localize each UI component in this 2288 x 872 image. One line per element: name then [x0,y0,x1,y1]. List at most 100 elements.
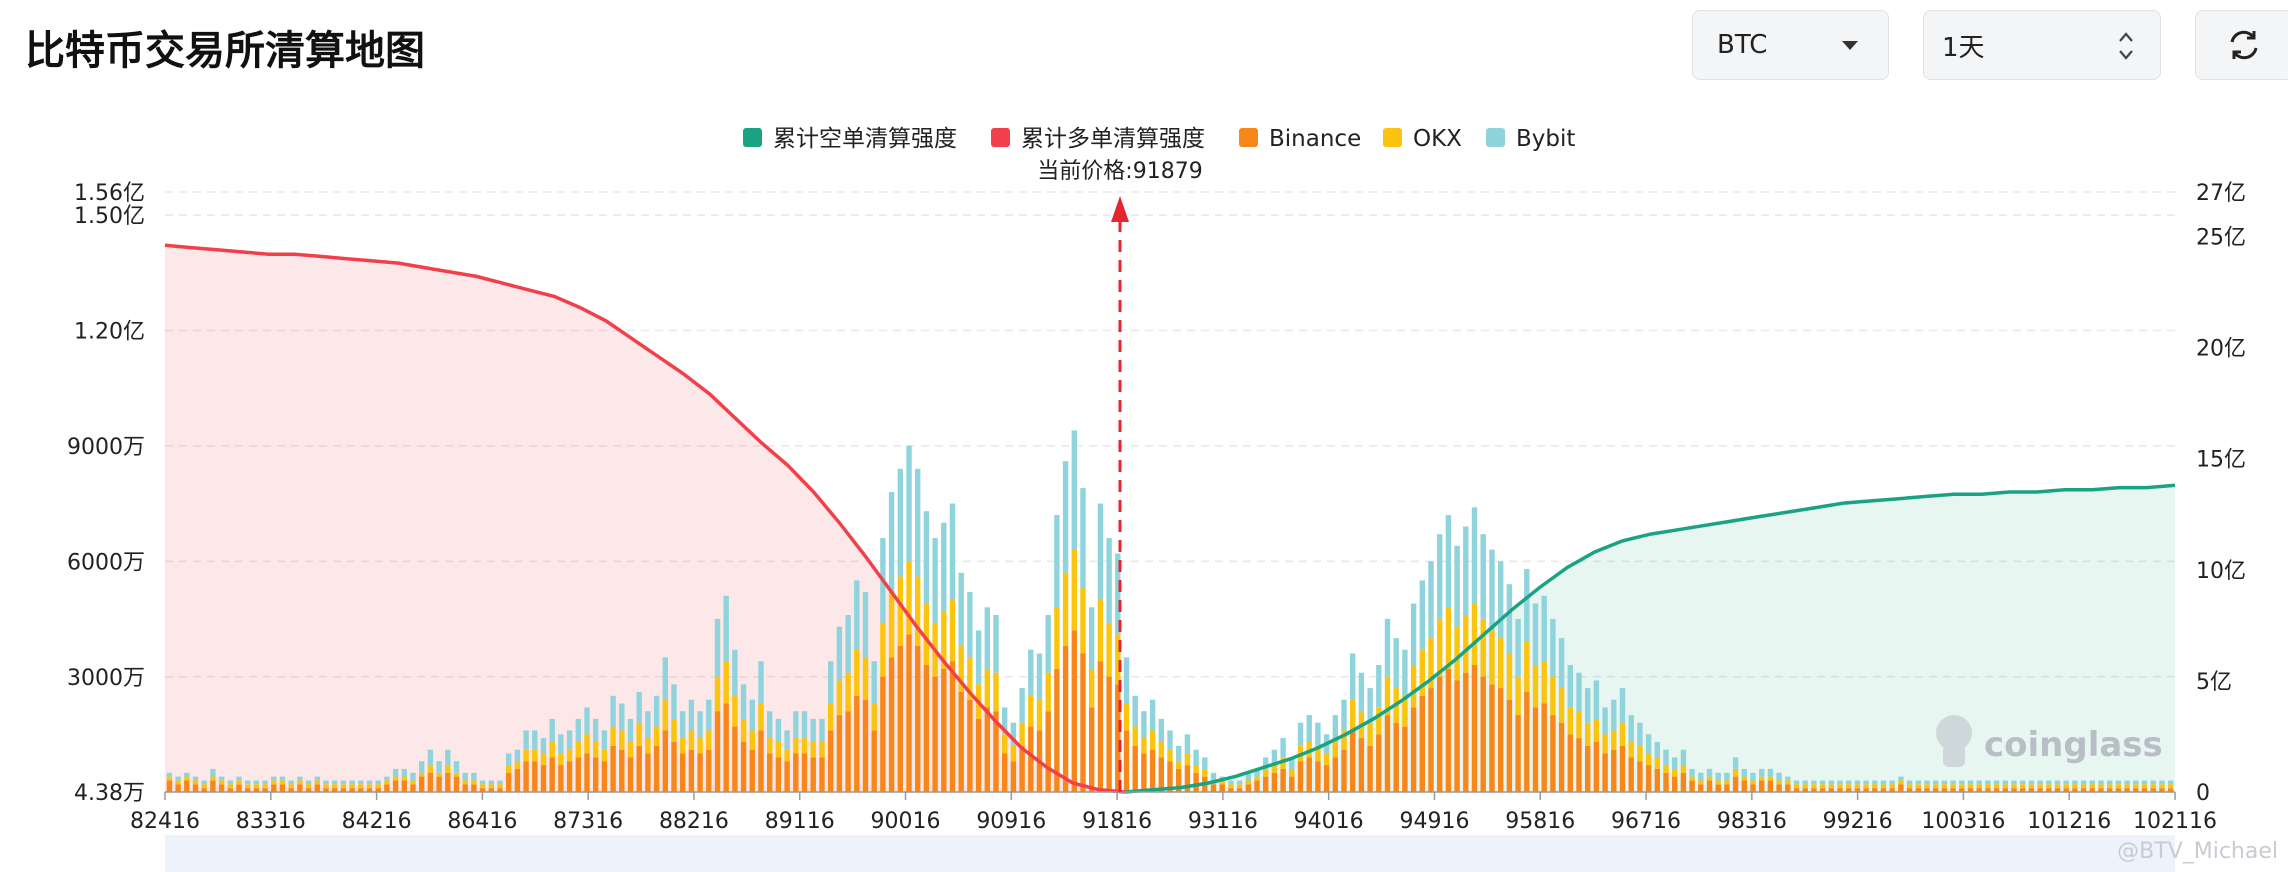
bar-okx [1498,638,1504,689]
period-select[interactable]: 1天 [1923,10,2161,80]
bar-bybit [2072,780,2078,785]
bar-okx [497,784,503,789]
refresh-button[interactable] [2195,10,2288,80]
bar-okx [1219,780,1225,785]
bar-binance [610,745,616,792]
y-right-tick-label: 0 [2196,781,2210,806]
bar-binance [349,788,355,792]
bar-bybit [1524,568,1530,642]
bar-okx [305,784,312,789]
bar-bybit [993,615,999,673]
bar-bybit [1350,653,1356,700]
symbol-select[interactable]: BTC [1692,10,1889,80]
bar-binance [1437,676,1443,792]
bar-bybit [1498,561,1504,639]
bar-okx [1950,784,1956,789]
bar-binance [323,788,329,792]
bar-bybit [1967,780,1974,785]
bar-bybit [1532,603,1539,666]
bar-binance [1332,757,1338,792]
bar-okx [706,730,712,750]
bar-bybit [192,776,199,781]
bar-binance [1828,788,1834,792]
bar-okx [1959,784,1965,789]
bar-binance [1993,788,2000,792]
bar-binance [1132,745,1138,792]
bar-binance [619,749,625,792]
bar-bybit [862,591,869,658]
bar-okx [2141,784,2148,789]
bar-okx [523,749,529,762]
bar-binance [1585,745,1591,792]
bar-okx [314,780,320,785]
bar-binance [1419,695,1425,792]
bar-bybit [1410,603,1417,666]
bar-binance [488,788,494,792]
bar-binance [410,784,416,792]
bar-bybit [1837,780,1843,785]
bar-okx [1863,784,1869,789]
bar-bybit [793,711,799,739]
bar-bybit [967,591,973,658]
bar-binance [967,699,973,792]
bar-binance [471,784,477,792]
bar-bybit [462,772,468,781]
bar-binance [1236,788,1243,792]
bar-binance [1376,734,1382,792]
x-tick-label: 95816 [1505,809,1575,834]
bar-okx [1593,718,1600,742]
bar-binance [1315,761,1321,792]
bar-bybit [593,718,599,742]
bar-okx [1680,765,1687,773]
bar-bybit [1489,549,1495,631]
bar-binance [2020,788,2026,792]
bar-okx [1906,784,1913,789]
bar-okx [1767,776,1774,781]
bar-bybit [1010,722,1017,746]
chevron-down-icon [1842,41,1858,50]
bar-okx [636,722,642,746]
bar-bybit [279,776,286,781]
bar-bybit [410,772,416,781]
bar-binance [1062,645,1069,792]
bar-okx [854,649,860,696]
bar-okx [1889,784,1895,789]
bar-binance [958,692,964,792]
bar-binance [1028,726,1034,792]
legend-label: OKX [1413,126,1462,152]
bar-binance [497,788,503,792]
bar-binance [1854,788,1861,792]
bar-binance [775,757,782,792]
bar-okx [915,576,921,646]
bar-okx [1967,784,1974,789]
bar-okx [1898,780,1904,785]
bar-binance [1306,757,1312,792]
bar-binance [566,761,573,792]
bar-okx [427,765,434,773]
bar-bybit [297,776,303,781]
bar-okx [1141,738,1147,754]
bar-bybit [305,780,312,785]
bar-binance [506,772,512,792]
bar-okx [218,780,225,785]
bar-okx [1097,599,1104,662]
bar-binance [784,761,790,792]
bar-binance [1550,715,1556,792]
bar-bybit [949,503,956,600]
bar-okx [645,738,651,754]
legend-label: Binance [1269,126,1361,152]
bar-binance [1959,788,1965,792]
bar-bybit [2159,780,2165,785]
bar-okx [2159,784,2165,789]
bar-binance [1002,753,1008,792]
bar-binance [1289,776,1295,792]
bar-bybit [1028,649,1034,696]
legend-label: 累计空单清算强度 [773,126,957,152]
bar-binance [1219,784,1225,792]
bar-bybit [2098,780,2104,785]
bar-binance [262,788,268,792]
bar-binance [871,730,877,792]
x-range-slider [165,835,2175,872]
bar-okx [1724,780,1730,785]
bar-binance [1080,653,1086,792]
